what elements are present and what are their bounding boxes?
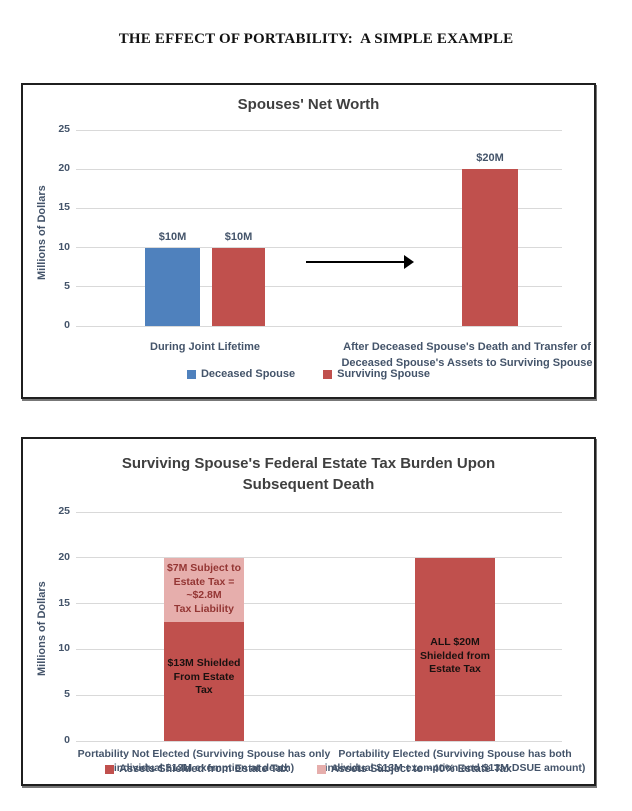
gridline bbox=[76, 247, 562, 249]
y-tick-label: 25 bbox=[58, 123, 70, 135]
gridline bbox=[76, 557, 562, 559]
bar-deceased-spouse bbox=[145, 247, 200, 326]
x-category-line: After Deceased Spouse's Death and Transf… bbox=[343, 341, 591, 353]
plot-area: 25 20 15 10 5 0 $7M Subject to Estate Tax = ~$2.… bbox=[58, 505, 562, 746]
bar-segment-label-line: Shielded from bbox=[419, 649, 490, 662]
y-tick-label: 20 bbox=[58, 162, 70, 175]
bar-segment-label-line: $7M Subject to bbox=[166, 562, 242, 574]
bar-segment-assets-shielded-from-estate-tax bbox=[415, 557, 495, 741]
legend-item: Assets Shielded from Estate Tax bbox=[105, 763, 289, 775]
y-tick-label: 10 bbox=[58, 240, 70, 253]
y-tick-label: 0 bbox=[64, 734, 70, 746]
bar-segment-label-line: Tax bbox=[195, 684, 213, 696]
legend: Deceased Spouse Surviving Spouse bbox=[23, 368, 594, 380]
net-worth-chart-panel: Spouses' Net Worth Millions of Dollars 2… bbox=[21, 83, 596, 399]
x-category-label: Portability Not Elected (Surviving Spous… bbox=[64, 747, 344, 775]
y-tick-label: 20 bbox=[58, 550, 70, 563]
bar-segment-label-line: ALL $20M bbox=[430, 636, 480, 648]
gridline bbox=[76, 740, 562, 742]
gridline bbox=[76, 694, 562, 696]
bar-segment-label-line: $13M Shielded bbox=[167, 657, 241, 669]
gridline bbox=[76, 325, 562, 327]
bar-value-label: $10M bbox=[224, 230, 253, 243]
gridline bbox=[76, 168, 562, 170]
chart-title-line: Subsequent Death bbox=[242, 476, 375, 493]
y-tick-label: 15 bbox=[58, 201, 70, 214]
bar-segment-assets-shielded-from-estate-tax bbox=[164, 621, 244, 741]
y-tick-label: 25 bbox=[58, 505, 70, 517]
legend-swatch-deceased-spouse bbox=[186, 369, 196, 379]
bar-segment-label: $7M Subject to Estate Tax = ~$2.8M Tax Liab… bbox=[164, 562, 244, 616]
gridline bbox=[76, 129, 562, 131]
estate-tax-chart-panel: Surviving Spouse's Federal Estate Tax Bu… bbox=[21, 437, 596, 786]
legend-label: Assets Shielded from Estate Tax bbox=[119, 763, 289, 775]
transfer-arrow bbox=[306, 261, 406, 263]
bar-segment-label: ALL $20M Shielded from Estate Tax bbox=[415, 636, 495, 677]
y-tick-label: 0 bbox=[64, 319, 70, 331]
chart-title: Surviving Spouse's Federal Estate Tax Bu… bbox=[23, 453, 594, 495]
page-title: THE EFFECT OF PORTABILITY: A SIMPLE EXAM… bbox=[118, 31, 514, 47]
legend-label: Assets Subject to ~40% Estate Tax bbox=[330, 763, 512, 775]
y-tick-label: 5 bbox=[64, 688, 70, 701]
legend: Assets Shielded from Estate Tax Assets S… bbox=[23, 763, 594, 775]
bar-surviving-spouse bbox=[462, 169, 518, 326]
bar-segment-assets-subject-to-~40%-estate-tax bbox=[164, 557, 244, 622]
legend-item: Surviving Spouse bbox=[323, 368, 430, 380]
legend-item: Assets Subject to ~40% Estate Tax bbox=[316, 763, 512, 775]
gridline bbox=[76, 648, 562, 650]
bar-surviving-spouse bbox=[212, 247, 265, 326]
x-category-line: individual $13M exemption and $13M DSUE … bbox=[324, 762, 586, 774]
gridline bbox=[76, 511, 562, 513]
legend-label: Surviving Spouse bbox=[337, 368, 431, 380]
y-tick-label: 15 bbox=[58, 596, 70, 609]
bar-segment-label-line: From Estate bbox=[173, 670, 235, 683]
legend-label: Deceased Spouse bbox=[200, 368, 296, 380]
x-category-label: Portability Elected (Surviving Spouse ha… bbox=[315, 747, 595, 775]
gridline bbox=[76, 286, 562, 288]
x-category-line: During Joint Lifetime bbox=[150, 341, 260, 353]
gridline bbox=[76, 207, 562, 209]
x-category-line: Portability Elected (Surviving Spouse ha… bbox=[338, 748, 572, 760]
bar-segment-label-line: Estate Tax bbox=[429, 663, 481, 675]
y-tick-label: 5 bbox=[64, 279, 70, 292]
x-category-label: After Deceased Spouse's Death and Transf… bbox=[336, 339, 598, 371]
legend-swatch-surviving-spouse bbox=[323, 369, 333, 379]
transfer-arrow-head-icon bbox=[404, 255, 414, 269]
legend-swatch-shielded bbox=[105, 764, 115, 774]
x-category-line: Portability Not Elected (Surviving Spous… bbox=[77, 748, 331, 760]
bar-segment-label-line: ~$2.8M bbox=[186, 589, 222, 601]
bar-value-label: $20M bbox=[476, 152, 504, 165]
y-tick-label: 10 bbox=[58, 642, 70, 655]
bar-value-label: $10M bbox=[158, 230, 187, 243]
x-category-line: individual $13M exemption at death) bbox=[113, 762, 295, 774]
x-category-line: Deceased Spouse's Assets to Surviving Sp… bbox=[341, 357, 593, 369]
bar-segment-label-line: Estate Tax = bbox=[173, 575, 235, 588]
x-category-label: During Joint Lifetime bbox=[105, 339, 305, 355]
bar-segment-label: $13M Shielded From Estate Tax bbox=[164, 657, 244, 698]
gridline bbox=[76, 603, 562, 605]
legend-item: Deceased Spouse bbox=[186, 368, 296, 380]
plot-area: 25 20 15 10 5 0 $10M $10M $20M bbox=[58, 123, 562, 331]
chart-title: Spouses' Net Worth bbox=[237, 96, 380, 113]
bar-segment-label-line: Tax Liability bbox=[174, 602, 234, 615]
legend-swatch-subject-to-tax bbox=[316, 764, 326, 774]
chart-title-line: Surviving Spouse's Federal Estate Tax Bu… bbox=[121, 455, 496, 472]
